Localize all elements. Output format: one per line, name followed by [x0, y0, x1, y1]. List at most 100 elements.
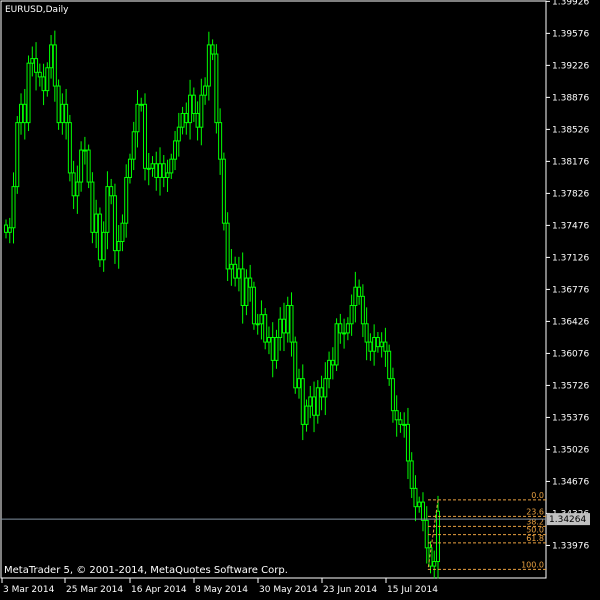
candle [345, 317, 350, 341]
candle-body [26, 62, 31, 124]
candle-body [15, 122, 20, 188]
candle-body [206, 44, 211, 87]
fibonacci-retracement[interactable]: 0.0 23.638.250.061.8 100.0 [427, 491, 546, 570]
candle-body [67, 122, 72, 174]
candle [41, 63, 46, 106]
price-axis[interactable]: 1.39926 1.39576 1.39226 1.38876 1.38526 1.381… [546, 0, 589, 551]
fibo-level-label: 100.0 [521, 560, 544, 569]
candle [308, 385, 313, 419]
candle [101, 221, 106, 272]
candle-body [30, 58, 35, 64]
candle [342, 318, 347, 349]
current-price-tag: 1.34264 [547, 513, 590, 526]
candle [199, 78, 204, 146]
price-tick-label: 1.37826 [552, 189, 589, 199]
candle-body [349, 305, 354, 325]
candle [67, 114, 72, 182]
fibo-level-label: 61.8 [526, 534, 544, 543]
time-axis[interactable]: 3 Mar 2014 25 Mar 2014 16 Apr 2014 8 May 20… [1, 578, 438, 595]
candle [274, 329, 279, 369]
candle [379, 332, 384, 358]
candle-body [353, 286, 358, 307]
candle [312, 381, 317, 433]
candle [22, 88, 27, 140]
candle [97, 207, 102, 268]
candle-body [225, 222, 230, 270]
candle-body [285, 305, 290, 334]
candle [402, 412, 407, 438]
candle-body [274, 337, 279, 361]
candle-body [368, 341, 373, 352]
candles-layer [4, 30, 440, 579]
candle-body [327, 359, 332, 380]
candle [71, 160, 76, 210]
candle-body [270, 337, 275, 361]
candle [398, 412, 403, 433]
candle [214, 44, 219, 134]
candle-body [112, 195, 117, 252]
candle-body [293, 341, 298, 389]
candle-body [97, 213, 102, 261]
candle [417, 496, 422, 513]
candle-body [375, 337, 380, 348]
price-tick-label: 1.36776 [552, 285, 589, 295]
candle [180, 106, 185, 135]
candle [221, 152, 226, 231]
candle-body [218, 122, 223, 160]
fibo-trendline[interactable] [427, 499, 439, 570]
candle-body [398, 419, 403, 425]
candle [169, 153, 174, 179]
candle [304, 399, 309, 432]
candle-body [191, 94, 196, 114]
candle [7, 217, 12, 244]
candle-body [308, 396, 313, 407]
candle-body [236, 268, 241, 279]
candle-body [420, 501, 425, 521]
candle-body [199, 94, 204, 128]
candle [94, 199, 99, 249]
price-tick-label: 1.39926 [552, 0, 589, 7]
candle [357, 279, 362, 305]
candle [285, 296, 290, 343]
candle-body [142, 103, 147, 169]
time-tick-label: 25 Mar 2014 [66, 585, 123, 595]
candle-body [229, 263, 234, 270]
price-tick-label: 1.36426 [552, 317, 589, 327]
candle [375, 332, 380, 353]
candle [338, 313, 343, 344]
candle [372, 324, 377, 366]
candle [206, 31, 211, 101]
candle [30, 46, 35, 77]
candle-body [405, 423, 410, 462]
candle-body [432, 561, 437, 567]
candle-body [203, 85, 208, 96]
candle-body [101, 231, 106, 261]
price-tick-label: 1.38876 [552, 93, 589, 103]
time-tick-label: 30 May 2014 [259, 585, 318, 595]
candle [127, 153, 132, 184]
time-tick-label: 15 Jul 2014 [387, 585, 438, 595]
candle-body [394, 410, 399, 421]
candle [11, 172, 16, 244]
candle-body [86, 149, 91, 183]
candle [300, 364, 305, 441]
candle [248, 264, 253, 302]
candle-body [116, 240, 121, 252]
candle-body [263, 314, 268, 343]
candle [45, 62, 50, 97]
candle-body [11, 186, 16, 229]
candle-body [409, 460, 414, 489]
candle [233, 256, 238, 287]
candle-body [383, 341, 388, 352]
candle [124, 164, 129, 238]
candle [405, 407, 410, 480]
price-tag-value: 1.34264 [549, 515, 586, 525]
candle-body [289, 305, 294, 343]
candle [420, 492, 425, 532]
candle-body [64, 103, 69, 124]
time-tick-label: 23 Jun 2014 [323, 585, 377, 595]
candle [146, 152, 151, 186]
candle [364, 307, 369, 361]
candle-body [56, 85, 61, 124]
